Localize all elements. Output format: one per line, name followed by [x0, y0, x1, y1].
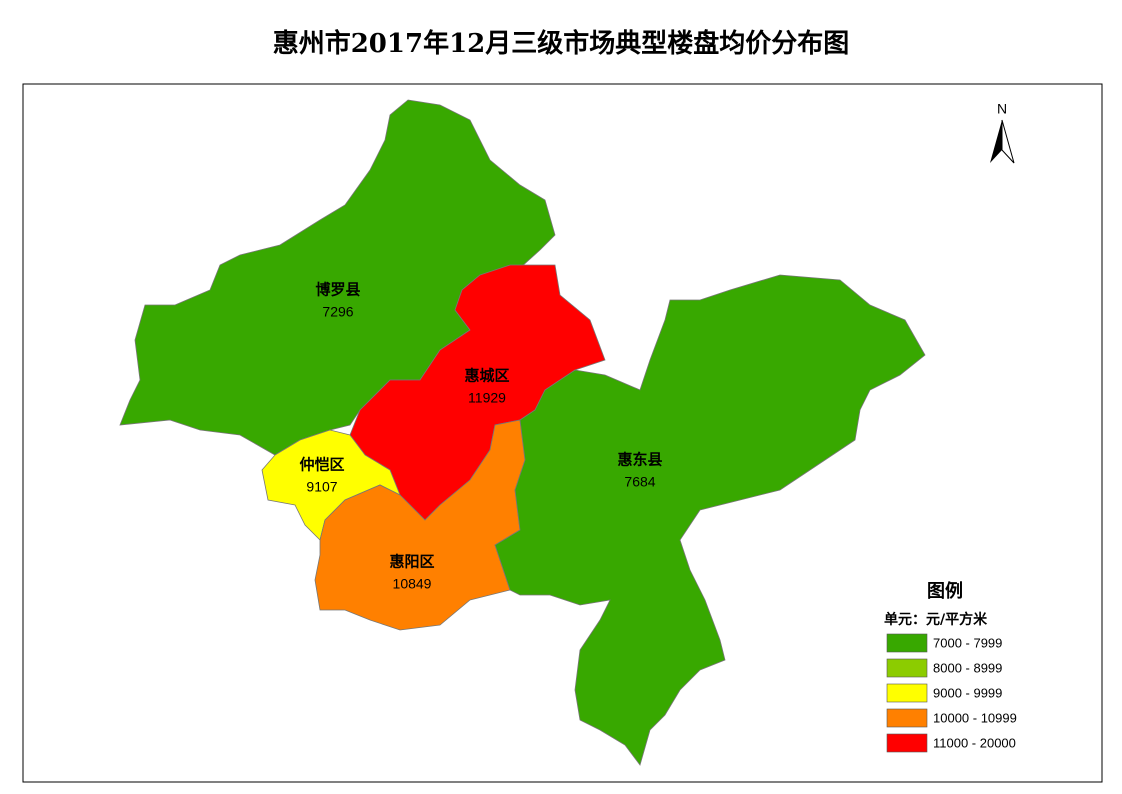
legend-label: 9000 - 9999	[933, 685, 1002, 700]
region-name: 惠阳区	[389, 553, 434, 571]
arrow-left	[990, 120, 1002, 163]
region	[494, 274, 926, 766]
legend-label: 8000 - 8999	[933, 660, 1002, 675]
region-name: 博罗县	[315, 281, 360, 299]
north-label: N	[997, 101, 1007, 117]
region-value: 11929	[468, 390, 506, 406]
legend-swatch	[886, 708, 928, 728]
region-value: 7296	[322, 304, 353, 320]
region-value: 10849	[393, 576, 432, 592]
legend-label: 10000 - 10999	[933, 710, 1017, 725]
arrow-right	[1001, 119, 1015, 164]
legend-swatch	[886, 683, 928, 703]
region-value: 7684	[624, 474, 655, 490]
region-name: 惠东县	[617, 451, 662, 469]
map-title: 惠州市2017年12月三级市场典型楼盘均价分布图	[273, 28, 850, 59]
legend-unit: 单元：元/平方米	[884, 611, 988, 628]
legend-title: 图例	[927, 580, 963, 602]
region-name: 惠城区	[464, 367, 509, 385]
region-value: 9107	[306, 479, 337, 495]
legend-label: 7000 - 7999	[933, 635, 1002, 650]
map-frame	[22, 83, 1103, 783]
north-arrow: N	[990, 101, 1015, 164]
legend-swatch	[886, 633, 928, 653]
legend-swatch	[886, 733, 928, 753]
region-name: 仲恺区	[299, 456, 344, 474]
legend-label: 11000 - 20000	[933, 735, 1016, 750]
legend-swatch	[886, 658, 928, 678]
